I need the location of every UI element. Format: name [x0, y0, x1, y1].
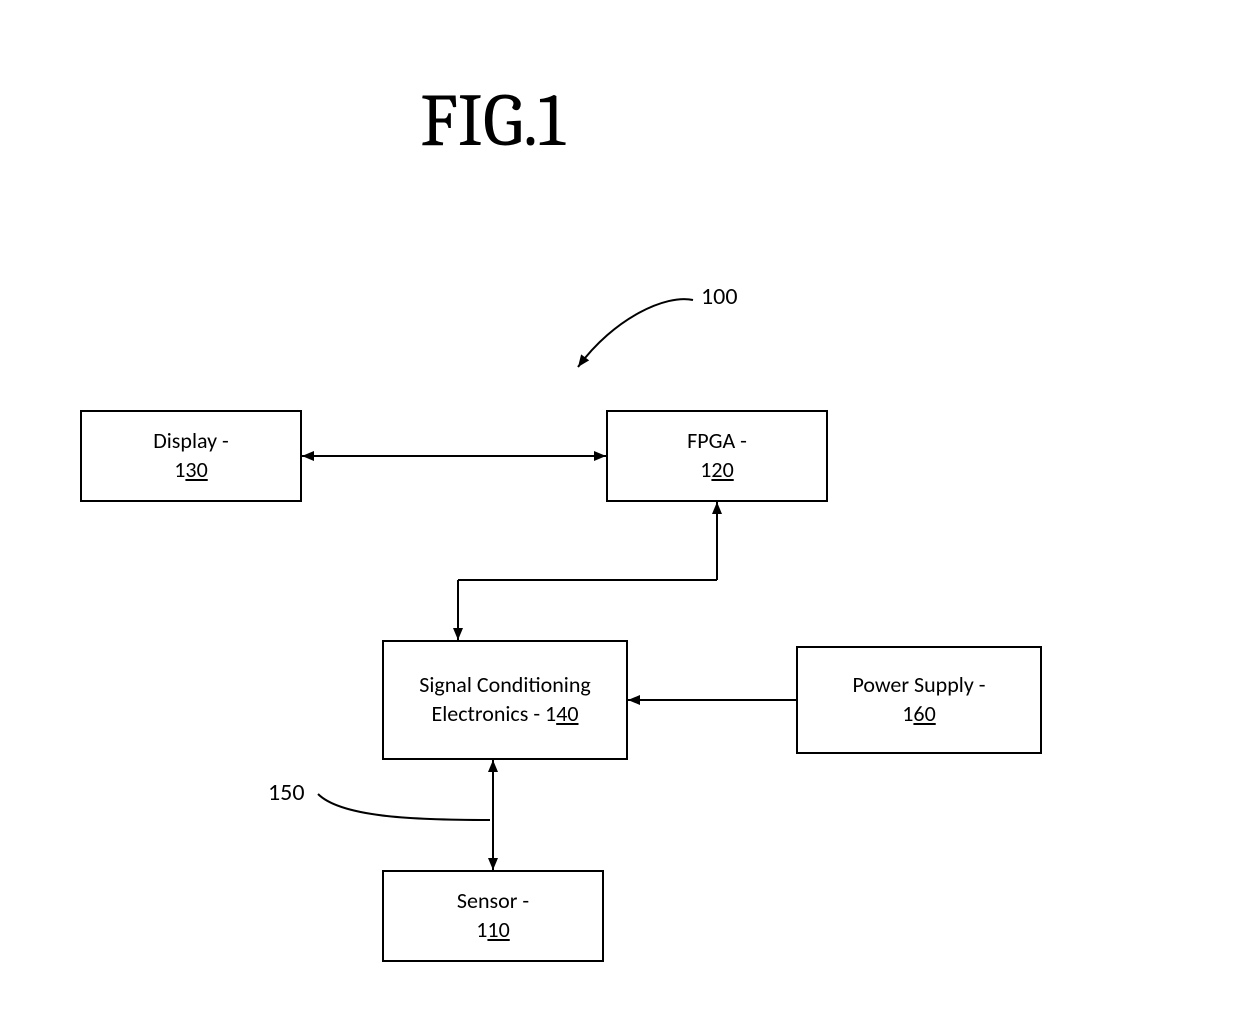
- curve-curve150: [318, 794, 490, 820]
- edge-e4: [488, 760, 498, 870]
- figure-title: FIG.1: [420, 78, 565, 164]
- callout-100: 100: [701, 282, 738, 311]
- box-ref: 130: [174, 456, 207, 483]
- box-label: Sensor -: [457, 887, 529, 914]
- box-power-supply: Power Supply - 160: [796, 646, 1042, 754]
- box-label: Display -: [153, 427, 229, 454]
- edge-e2: [453, 502, 722, 640]
- box-label-wrap: Signal Conditioning Electronics - 140: [394, 671, 616, 728]
- box-label-line: Display -: [153, 427, 229, 456]
- box-display: Display - 130: [80, 410, 302, 502]
- connectors-layer: [0, 0, 1240, 1036]
- box-label: Power Supply -: [852, 671, 985, 698]
- box-ref: 120: [700, 456, 733, 483]
- box-label-line: FPGA -: [687, 427, 747, 456]
- edge-e1: [302, 451, 606, 461]
- box-ref-line: 120: [700, 456, 733, 485]
- box-ref: 160: [902, 700, 935, 727]
- box-signal-conditioning: Signal Conditioning Electronics - 140: [382, 640, 628, 760]
- callout-150: 150: [268, 778, 305, 807]
- curve-curve100: [578, 299, 693, 367]
- box-label-line: Sensor -: [457, 887, 529, 916]
- box-ref-line: 110: [476, 916, 509, 945]
- edge-e3: [628, 695, 796, 705]
- box-label: FPGA -: [687, 427, 747, 454]
- box-fpga: FPGA - 120: [606, 410, 828, 502]
- box-ref: 110: [476, 916, 509, 943]
- box-ref-line: 130: [174, 456, 207, 485]
- box-ref: 140: [545, 700, 578, 727]
- box-sensor: Sensor - 110: [382, 870, 604, 962]
- box-label-line: Power Supply -: [852, 671, 985, 700]
- box-ref-line: 160: [902, 700, 935, 729]
